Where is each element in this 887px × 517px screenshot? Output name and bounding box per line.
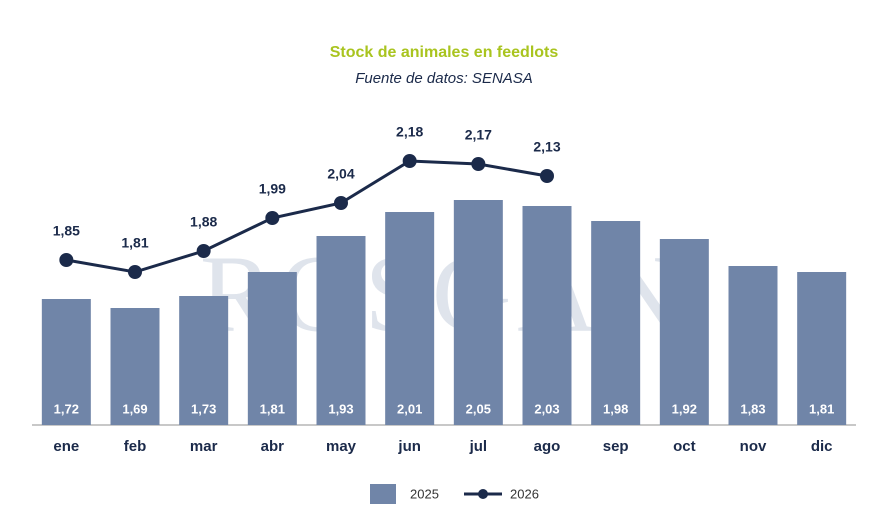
bar bbox=[728, 266, 778, 425]
x-tick-label: ago bbox=[534, 438, 561, 455]
legend-swatch bbox=[370, 484, 396, 504]
chart-subtitle: Fuente de datos: SENASA bbox=[355, 70, 533, 87]
x-tick-label: mar bbox=[190, 438, 218, 455]
point-label: 1,85 bbox=[53, 223, 80, 239]
bar bbox=[247, 272, 297, 425]
legend-label: 2026 bbox=[510, 486, 539, 501]
bar bbox=[316, 236, 366, 425]
line-point bbox=[471, 157, 486, 171]
bar-label: 1,93 bbox=[328, 401, 353, 416]
point-label: 1,88 bbox=[190, 214, 217, 230]
point-label: 2,18 bbox=[396, 124, 423, 140]
line-point bbox=[265, 211, 280, 225]
bar-label: 1,98 bbox=[603, 401, 628, 416]
legend-swatch-dot bbox=[478, 489, 488, 499]
x-tick-label: jun bbox=[397, 438, 421, 455]
bar bbox=[522, 206, 572, 425]
x-tick-label: jul bbox=[469, 438, 488, 455]
x-tick-label: feb bbox=[124, 438, 147, 455]
line-point bbox=[128, 265, 142, 279]
bar-label: 1,73 bbox=[191, 401, 216, 416]
line-point bbox=[196, 244, 211, 258]
point-label: 1,81 bbox=[121, 235, 148, 251]
bar-label: 2,01 bbox=[397, 401, 422, 416]
line bbox=[66, 159, 548, 274]
bar bbox=[385, 212, 435, 425]
chart-title: Stock de animales en feedlots bbox=[330, 44, 559, 61]
bar bbox=[659, 239, 709, 425]
legend-label: 2025 bbox=[410, 486, 439, 501]
bar bbox=[110, 308, 160, 425]
line-point bbox=[402, 154, 417, 168]
line-point bbox=[59, 253, 74, 267]
x-tick-label: dic bbox=[811, 438, 833, 455]
bar-label: 2,05 bbox=[466, 401, 491, 416]
point-label: 2,13 bbox=[533, 139, 560, 155]
x-tick-label: nov bbox=[740, 438, 767, 455]
point-label: 1,99 bbox=[259, 181, 286, 197]
bar bbox=[591, 221, 641, 425]
bar-label: 1,72 bbox=[54, 401, 79, 416]
x-tick-label: sep bbox=[603, 438, 629, 455]
bar bbox=[453, 200, 503, 425]
line-point bbox=[334, 196, 348, 210]
x-tick-label: abr bbox=[261, 438, 285, 455]
x-tick-label: ene bbox=[53, 438, 79, 455]
x-tick-label: may bbox=[326, 438, 357, 455]
point-label: 2,17 bbox=[465, 127, 492, 143]
bar bbox=[797, 272, 847, 425]
bar-label: 1,81 bbox=[260, 401, 285, 416]
bar-label: 1,83 bbox=[740, 401, 765, 416]
bar-label: 1,81 bbox=[809, 401, 834, 416]
bar bbox=[41, 299, 91, 425]
x-tick-label: oct bbox=[673, 438, 696, 455]
bar bbox=[179, 296, 229, 425]
point-label: 2,04 bbox=[327, 166, 354, 182]
line-point bbox=[540, 169, 554, 183]
bar-label: 2,03 bbox=[534, 401, 559, 416]
bar-label: 1,92 bbox=[672, 401, 697, 416]
bar-label: 1,69 bbox=[122, 401, 147, 416]
